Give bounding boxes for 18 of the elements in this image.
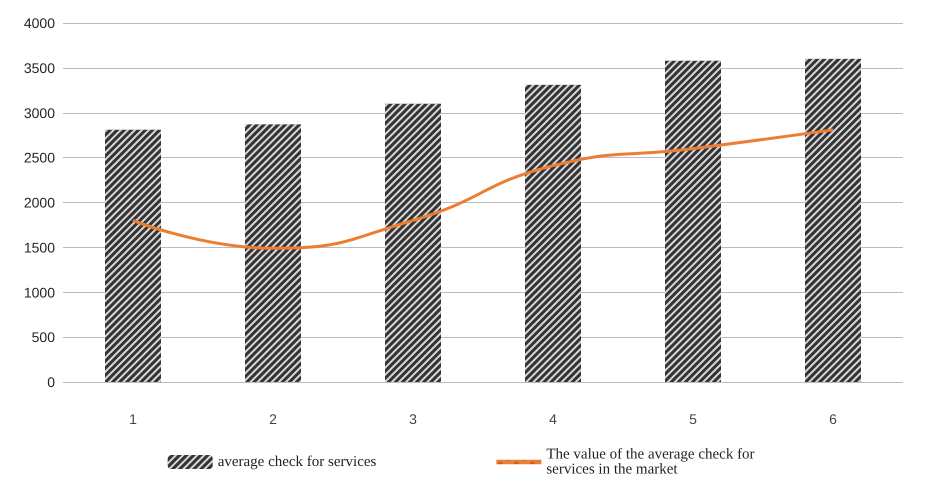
x-tick-label: 6 [829, 411, 838, 427]
y-tick-label: 0 [47, 374, 56, 390]
x-tick-label: 4 [549, 411, 558, 427]
y-tick-label: 1000 [24, 284, 56, 300]
y-tick-label: 500 [32, 329, 56, 346]
x-tick-label: 5 [689, 411, 698, 427]
y-tick-label: 1500 [24, 239, 56, 256]
y-tick-label: 2000 [24, 194, 56, 210]
legend-label: average check for services [218, 454, 377, 470]
x-tick-label: 3 [409, 411, 418, 427]
y-tick-label: 2500 [24, 150, 56, 166]
line-series [132, 128, 834, 250]
legend-label: The value of the average check for services in the market [546, 446, 758, 478]
y-tick-label: 4000 [24, 15, 56, 31]
y-tick-label: 3500 [24, 60, 56, 76]
x-tick-label: 2 [269, 411, 278, 427]
x-tick-label: 1 [129, 411, 138, 427]
y-tick-label: 3000 [24, 104, 56, 121]
